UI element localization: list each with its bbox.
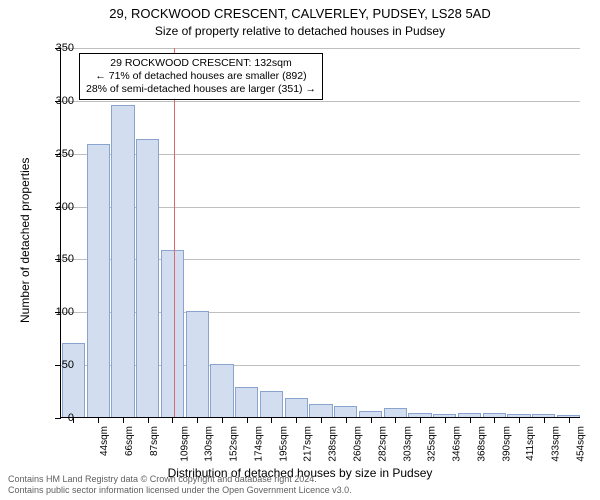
bar [285, 398, 308, 417]
x-tick-label: 282sqm [377, 426, 388, 462]
y-tick-label: 0 [34, 412, 74, 424]
x-tick-label: 303sqm [402, 426, 413, 462]
annotation-line-2: ← 71% of detached houses are smaller (89… [86, 70, 316, 83]
x-tick-label: 152sqm [229, 426, 240, 462]
gridline [61, 48, 580, 49]
bar [111, 105, 134, 417]
x-tick-label: 454sqm [575, 426, 586, 462]
footer-line-2: Contains public sector information licen… [8, 485, 352, 496]
y-tick-label: 150 [34, 253, 74, 265]
annotation-box: 29 ROCKWOOD CRESCENT: 132sqm ← 71% of de… [79, 53, 323, 100]
x-tick-label: 368sqm [476, 426, 487, 462]
y-tick-label: 50 [34, 359, 74, 371]
x-tick [98, 417, 99, 423]
x-tick [123, 417, 124, 423]
bar [62, 343, 85, 417]
x-tick-label: 174sqm [254, 426, 265, 462]
y-tick-label: 250 [34, 148, 74, 160]
x-tick [197, 417, 198, 423]
x-tick [346, 417, 347, 423]
bar [235, 387, 258, 417]
plot-area: 29 ROCKWOOD CRESCENT: 132sqm ← 71% of de… [60, 48, 580, 418]
x-tick [148, 417, 149, 423]
x-tick [222, 417, 223, 423]
bar [136, 139, 159, 417]
annotation-line-3: 28% of semi-detached houses are larger (… [86, 83, 316, 96]
x-tick [544, 417, 545, 423]
chart-title: 29, ROCKWOOD CRESCENT, CALVERLEY, PUDSEY… [0, 6, 600, 21]
x-tick-label: 109sqm [179, 426, 190, 462]
bar [186, 311, 209, 417]
y-tick-label: 350 [34, 42, 74, 54]
x-tick [569, 417, 570, 423]
x-tick-label: 44sqm [99, 426, 110, 456]
bar [309, 404, 332, 417]
y-axis-title: Number of detached properties [18, 158, 32, 323]
bar [260, 391, 283, 417]
chart-container: 29, ROCKWOOD CRESCENT, CALVERLEY, PUDSEY… [0, 0, 600, 500]
x-tick-label: 346sqm [452, 426, 463, 462]
annotation-line-1: 29 ROCKWOOD CRESCENT: 132sqm [86, 57, 316, 70]
x-tick-label: 195sqm [278, 426, 289, 462]
x-tick-label: 87sqm [149, 426, 160, 456]
footer-text: Contains HM Land Registry data © Crown c… [8, 474, 352, 496]
marker-line [174, 48, 175, 417]
x-tick [470, 417, 471, 423]
x-tick-label: 130sqm [204, 426, 215, 462]
x-tick-label: 411sqm [525, 426, 536, 461]
bar [87, 144, 110, 417]
x-tick [519, 417, 520, 423]
x-tick [371, 417, 372, 423]
gridline [61, 101, 580, 102]
x-tick-label: 66sqm [124, 426, 135, 456]
y-tick-label: 300 [34, 95, 74, 107]
x-tick-label: 325sqm [427, 426, 438, 462]
x-tick-label: 217sqm [303, 426, 314, 462]
x-tick [296, 417, 297, 423]
y-tick-label: 200 [34, 201, 74, 213]
x-tick [321, 417, 322, 423]
x-tick [494, 417, 495, 423]
x-tick-label: 260sqm [353, 426, 364, 462]
bar [161, 250, 184, 417]
x-tick-label: 390sqm [501, 426, 512, 462]
x-tick-label: 238sqm [328, 426, 339, 462]
x-tick [271, 417, 272, 423]
x-tick [420, 417, 421, 423]
chart-subtitle: Size of property relative to detached ho… [0, 24, 600, 38]
footer-line-1: Contains HM Land Registry data © Crown c… [8, 474, 352, 485]
x-tick [247, 417, 248, 423]
x-tick-label: 433sqm [551, 426, 562, 462]
bar [334, 406, 357, 417]
x-tick [395, 417, 396, 423]
bar [384, 408, 407, 418]
x-tick [445, 417, 446, 423]
x-tick [172, 417, 173, 423]
y-tick-label: 100 [34, 306, 74, 318]
bar [210, 364, 233, 417]
